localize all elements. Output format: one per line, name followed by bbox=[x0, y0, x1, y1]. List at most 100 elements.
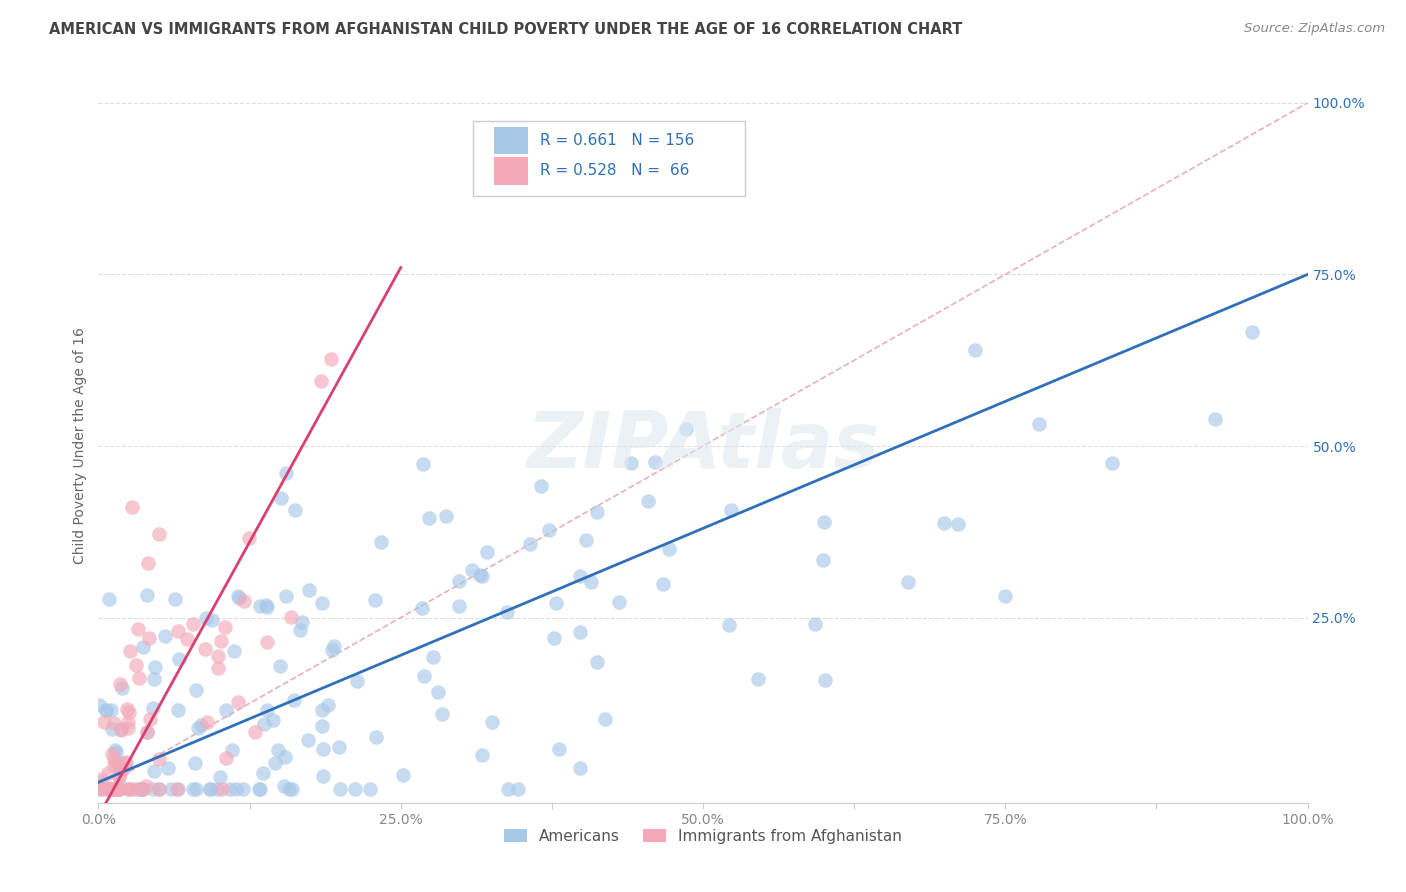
Point bbox=[136, 588, 159, 602]
Point bbox=[298, 582, 321, 597]
Point bbox=[195, 611, 218, 625]
Point bbox=[256, 703, 278, 717]
Point bbox=[252, 765, 274, 780]
Point bbox=[114, 756, 136, 771]
Point bbox=[297, 733, 319, 747]
Point bbox=[128, 782, 150, 797]
Point bbox=[269, 659, 291, 673]
Point bbox=[136, 725, 159, 739]
Point bbox=[90, 772, 112, 786]
Point bbox=[107, 782, 129, 797]
Point bbox=[344, 781, 367, 796]
Point bbox=[593, 712, 616, 726]
Point bbox=[93, 782, 115, 797]
Point bbox=[181, 616, 204, 631]
Point bbox=[207, 661, 229, 675]
Point bbox=[198, 782, 221, 797]
Point bbox=[412, 457, 434, 471]
Point bbox=[148, 527, 170, 541]
Point bbox=[658, 542, 681, 557]
Point bbox=[291, 615, 314, 630]
Point bbox=[814, 673, 837, 687]
Point bbox=[90, 775, 112, 789]
Point bbox=[209, 770, 232, 784]
Point bbox=[311, 702, 333, 716]
Point bbox=[651, 577, 673, 591]
Point bbox=[496, 782, 519, 797]
Point bbox=[412, 669, 434, 683]
Point bbox=[249, 782, 271, 797]
Point bbox=[198, 782, 221, 797]
Point bbox=[160, 782, 183, 797]
Point bbox=[205, 782, 228, 797]
FancyBboxPatch shape bbox=[494, 127, 527, 154]
Point bbox=[311, 596, 333, 610]
Point bbox=[311, 719, 333, 733]
Point bbox=[256, 599, 278, 614]
Point bbox=[108, 767, 131, 781]
Point bbox=[232, 594, 254, 608]
Point bbox=[391, 767, 413, 781]
Legend: Americans, Immigrants from Afghanistan: Americans, Immigrants from Afghanistan bbox=[499, 824, 907, 848]
Point bbox=[97, 782, 120, 797]
Point bbox=[221, 743, 243, 757]
Point bbox=[138, 631, 160, 645]
Point bbox=[447, 599, 470, 613]
Point bbox=[103, 758, 125, 772]
Point bbox=[104, 745, 127, 759]
Point bbox=[103, 782, 125, 797]
Point bbox=[506, 782, 529, 797]
Point bbox=[288, 623, 311, 637]
Point bbox=[103, 715, 125, 730]
Point bbox=[607, 595, 630, 609]
Point bbox=[219, 782, 242, 797]
Point bbox=[184, 756, 207, 770]
Point bbox=[249, 782, 271, 797]
Point bbox=[194, 642, 217, 657]
Point bbox=[280, 782, 302, 797]
Text: AMERICAN VS IMMIGRANTS FROM AFGHANISTAN CHILD POVERTY UNDER THE AGE OF 16 CORREL: AMERICAN VS IMMIGRANTS FROM AFGHANISTAN … bbox=[49, 22, 963, 37]
Point bbox=[166, 703, 188, 717]
Point bbox=[519, 537, 541, 551]
Point bbox=[276, 589, 298, 603]
Point bbox=[166, 782, 188, 797]
Point bbox=[87, 782, 110, 797]
Point bbox=[803, 617, 825, 632]
Point bbox=[104, 743, 127, 757]
Text: R = 0.661   N = 156: R = 0.661 N = 156 bbox=[540, 133, 695, 148]
Point bbox=[142, 701, 165, 715]
Point bbox=[125, 658, 148, 673]
Point bbox=[284, 502, 307, 516]
Point bbox=[143, 764, 166, 778]
Point bbox=[481, 715, 503, 730]
Point bbox=[103, 752, 125, 766]
Point bbox=[543, 631, 565, 645]
Point bbox=[575, 533, 598, 548]
Point bbox=[256, 635, 278, 649]
Point bbox=[238, 531, 260, 545]
Point bbox=[569, 761, 592, 775]
Point bbox=[143, 659, 166, 673]
Point bbox=[312, 741, 335, 756]
Point bbox=[434, 508, 457, 523]
Point bbox=[105, 758, 128, 772]
Point bbox=[103, 782, 125, 797]
Point bbox=[813, 553, 835, 567]
Point bbox=[720, 503, 742, 517]
Point bbox=[167, 624, 190, 639]
Point bbox=[461, 563, 484, 577]
Point bbox=[232, 782, 254, 797]
Point bbox=[107, 756, 129, 771]
Text: R = 0.528   N =  66: R = 0.528 N = 66 bbox=[540, 163, 689, 178]
Point bbox=[965, 343, 987, 357]
Point bbox=[135, 725, 157, 739]
Point bbox=[112, 762, 135, 776]
Point bbox=[717, 618, 740, 632]
Point bbox=[267, 743, 290, 757]
Point bbox=[329, 782, 352, 797]
Point bbox=[148, 782, 170, 797]
Point bbox=[129, 782, 152, 797]
Point bbox=[166, 782, 188, 797]
Point bbox=[228, 591, 250, 606]
Point bbox=[447, 574, 470, 588]
